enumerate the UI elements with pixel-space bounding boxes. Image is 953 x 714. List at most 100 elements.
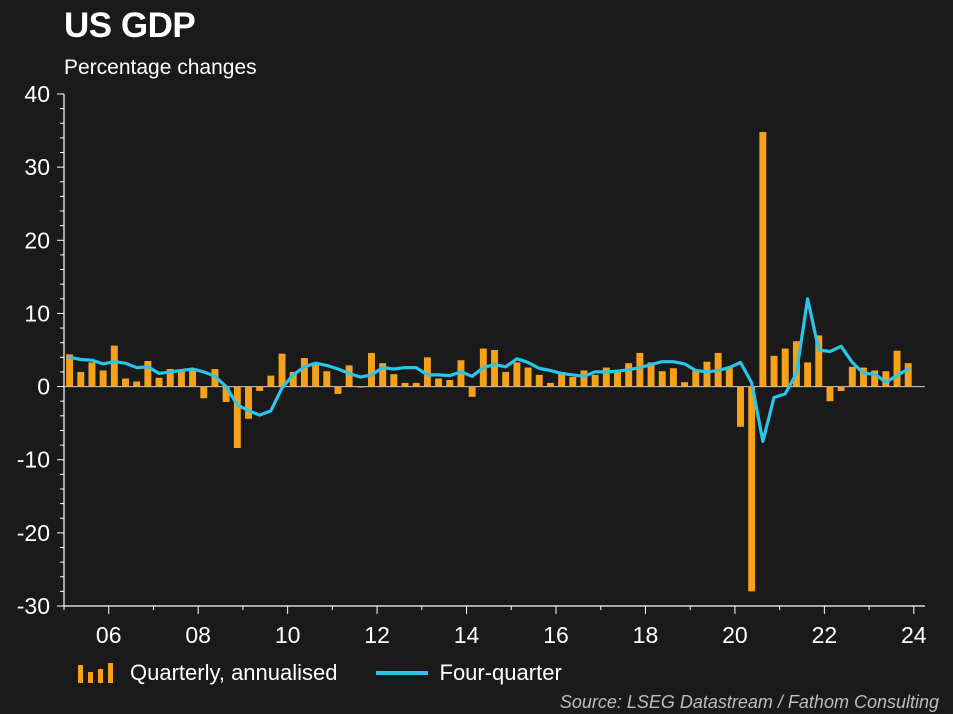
bar <box>815 335 823 387</box>
legend: Quarterly, annualised Four-quarter <box>78 660 600 686</box>
bar <box>177 369 185 387</box>
bar <box>189 369 197 387</box>
bar <box>681 382 689 387</box>
legend-label-line: Four-quarter <box>439 660 562 685</box>
bar <box>233 386 241 449</box>
bar <box>860 367 867 387</box>
x-tick-label: 22 <box>812 622 838 648</box>
y-tick-label: 30 <box>24 154 50 180</box>
bar <box>256 386 264 391</box>
bar <box>278 353 286 387</box>
bar <box>569 377 577 387</box>
bar <box>88 362 96 387</box>
bar <box>580 370 588 387</box>
bar <box>602 367 610 387</box>
line-swatch-icon <box>375 671 428 675</box>
bar <box>737 386 744 427</box>
x-tick-label: 14 <box>454 622 480 648</box>
four-quarter-line <box>67 297 910 443</box>
bar <box>904 363 912 387</box>
y-tick-label: -10 <box>17 447 50 473</box>
x-tick-label: 06 <box>96 622 122 648</box>
y-tick-label: 10 <box>24 300 50 326</box>
bar <box>625 363 633 387</box>
axes <box>57 93 925 614</box>
chart-subtitle: Percentage changes <box>64 56 257 79</box>
bar <box>345 365 353 387</box>
bar <box>636 352 644 387</box>
bar <box>334 386 342 394</box>
bar <box>692 370 700 387</box>
line-series <box>67 297 910 443</box>
legend-item-line: Four-quarter <box>375 660 562 686</box>
bar <box>77 371 85 387</box>
bar <box>435 378 443 387</box>
y-tick-label: -30 <box>17 593 50 619</box>
bar <box>423 357 431 387</box>
bar <box>412 382 420 387</box>
bar <box>144 360 152 387</box>
bar <box>323 371 331 387</box>
bar <box>312 364 320 387</box>
bar <box>535 374 543 387</box>
x-tick-label: 10 <box>275 622 301 648</box>
bar <box>871 370 879 387</box>
bar <box>703 361 711 387</box>
bar <box>893 350 901 387</box>
tick-labels: 40 30 20 10 0 -10 -20 -30 06 08 10 12 14 16 18 20 22 24 <box>17 81 927 648</box>
bar <box>826 386 834 402</box>
bar <box>502 371 510 387</box>
bar <box>66 354 74 387</box>
bar <box>110 345 118 387</box>
bar <box>725 367 733 387</box>
y-tick-label: -20 <box>17 520 50 546</box>
bar <box>133 381 141 387</box>
x-tick-label: 20 <box>722 622 748 648</box>
bar <box>804 362 812 387</box>
bar <box>390 374 398 387</box>
bar <box>300 358 308 387</box>
legend-label-bars: Quarterly, annualised <box>130 660 338 685</box>
bar <box>614 369 621 387</box>
x-tick-label: 24 <box>901 622 927 648</box>
bar <box>524 367 532 387</box>
bar <box>200 386 208 399</box>
bar <box>267 375 275 387</box>
bar <box>468 386 476 397</box>
bar <box>748 386 756 592</box>
x-tick-label: 12 <box>364 622 390 648</box>
bar <box>289 371 297 387</box>
x-tick-label: 16 <box>543 622 569 648</box>
bar-swatch-icon <box>78 663 118 683</box>
source-note: Source: LSEG Datastream / Fathom Consult… <box>559 692 939 712</box>
bar <box>356 386 364 388</box>
bar <box>222 386 230 402</box>
bar <box>647 362 655 387</box>
bar <box>781 348 789 387</box>
bar <box>848 366 856 387</box>
bar <box>155 377 163 387</box>
y-tick-label: 40 <box>24 81 50 107</box>
bar <box>379 363 387 387</box>
legend-item-bars: Quarterly, annualised <box>78 660 338 686</box>
bar <box>759 132 767 387</box>
y-tick-label: 20 <box>24 227 50 253</box>
bar <box>882 371 890 387</box>
bar <box>770 355 778 387</box>
bar <box>446 379 454 387</box>
bar <box>546 382 554 387</box>
x-tick-label: 18 <box>633 622 659 648</box>
bar <box>401 382 409 387</box>
gdp-chart: 40 30 20 10 0 -10 -20 -30 06 08 10 12 14 16 18 20 22 24 <box>17 81 927 648</box>
chart-title: US GDP <box>64 6 196 45</box>
bar <box>658 371 666 387</box>
bar <box>99 370 107 387</box>
bar <box>166 369 174 387</box>
bar <box>669 368 677 387</box>
bar <box>591 374 599 387</box>
bar-series <box>66 132 912 592</box>
bar <box>122 378 129 387</box>
bar <box>245 386 252 419</box>
bar <box>491 350 498 387</box>
bar <box>368 352 375 387</box>
